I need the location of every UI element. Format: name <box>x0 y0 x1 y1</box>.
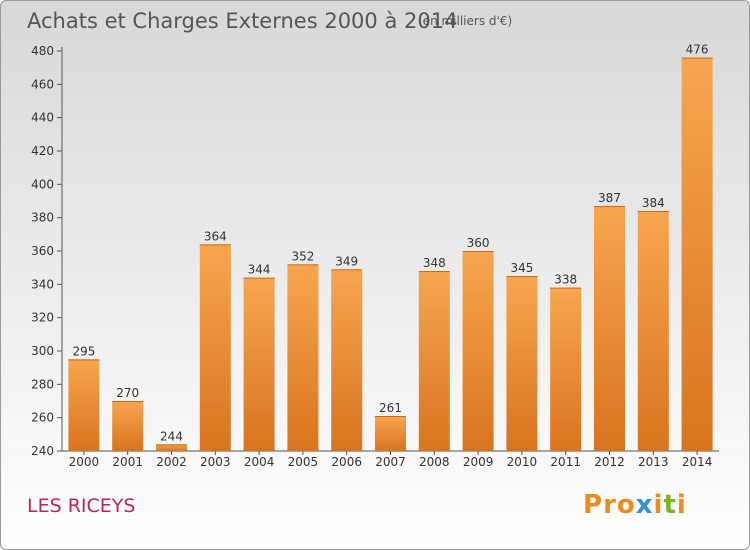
x-tick-label: 2000 <box>69 455 100 469</box>
bar <box>418 271 450 451</box>
x-tick-label: 2010 <box>507 455 538 469</box>
bar <box>375 416 406 451</box>
y-tick-label: 280 <box>31 377 54 391</box>
y-tick-label: 400 <box>31 177 54 191</box>
bar <box>331 269 363 451</box>
proxiti-logo: Proxiti <box>583 490 687 520</box>
y-tick-label: 420 <box>31 144 54 158</box>
bar <box>681 57 713 452</box>
bar <box>287 264 319 451</box>
logo-letter: r <box>603 490 617 520</box>
x-tick-label: 2008 <box>419 455 450 469</box>
data-label: 360 <box>467 236 490 250</box>
y-tick-label: 480 <box>31 44 54 58</box>
data-label: 387 <box>598 191 621 205</box>
chart-unit: (en milliers d'€) <box>418 14 513 28</box>
logo-letter: i <box>653 490 664 520</box>
data-label: 476 <box>686 43 709 57</box>
data-label: 270 <box>116 386 139 400</box>
x-tick-label: 2003 <box>200 455 231 469</box>
x-tick-label: 2012 <box>594 455 625 469</box>
bar <box>550 287 582 451</box>
logo-letter: t <box>663 490 677 520</box>
y-tick-label: 440 <box>31 111 54 125</box>
commune-name: LES RICEYS <box>27 495 136 517</box>
y-tick-label: 340 <box>31 277 54 291</box>
bar <box>112 401 144 451</box>
y-tick-label: 300 <box>31 344 54 358</box>
data-label: 345 <box>510 261 533 275</box>
bar <box>156 444 187 451</box>
x-tick-label: 2011 <box>550 455 581 469</box>
x-tick-label: 2005 <box>288 455 319 469</box>
y-tick-label: 260 <box>31 411 54 425</box>
bar <box>68 359 100 451</box>
bar <box>506 276 538 451</box>
bar <box>594 206 625 451</box>
chart-title: Achats et Charges Externes 2000 à 2014 <box>27 9 458 33</box>
logo-letter: P <box>583 490 604 520</box>
bar <box>637 211 669 451</box>
x-tick-label: 2004 <box>244 455 275 469</box>
x-tick-label: 2009 <box>463 455 494 469</box>
data-label: 338 <box>554 273 577 287</box>
logo-letter: o <box>616 490 636 520</box>
x-tick-label: 2014 <box>682 455 713 469</box>
bar <box>462 251 494 451</box>
logo-letter: i <box>676 490 687 520</box>
data-label: 349 <box>335 254 358 268</box>
data-label: 344 <box>248 263 271 277</box>
data-label: 244 <box>160 429 183 443</box>
x-tick-label: 2013 <box>638 455 669 469</box>
y-tick-label: 240 <box>31 444 54 458</box>
y-tick-label: 360 <box>31 244 54 258</box>
data-label: 364 <box>204 229 227 243</box>
y-tick-label: 380 <box>31 211 54 225</box>
data-label: 295 <box>72 344 95 358</box>
data-label: 384 <box>642 196 665 210</box>
data-label: 261 <box>379 401 402 415</box>
y-tick-label: 320 <box>31 311 54 325</box>
x-tick-label: 2006 <box>331 455 362 469</box>
data-label: 348 <box>423 256 446 270</box>
y-tick-label: 460 <box>31 77 54 91</box>
x-tick-label: 2002 <box>156 455 187 469</box>
logo-letter: x <box>635 490 654 520</box>
x-tick-label: 2007 <box>375 455 406 469</box>
bar <box>199 244 231 451</box>
bar <box>243 277 275 451</box>
data-label: 352 <box>291 249 314 263</box>
x-tick-label: 2001 <box>112 455 143 469</box>
